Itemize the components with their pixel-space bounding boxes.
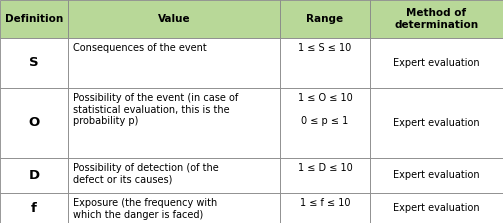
Bar	[280, 193, 370, 223]
Text: D: D	[29, 169, 40, 182]
Text: Value: Value	[157, 14, 190, 24]
Text: 1 ≤ D ≤ 10: 1 ≤ D ≤ 10	[298, 163, 353, 173]
Bar	[0, 88, 68, 158]
Bar	[68, 88, 280, 158]
Text: Range: Range	[306, 14, 344, 24]
Bar	[68, 0, 280, 38]
Bar	[0, 0, 68, 38]
Bar	[370, 158, 503, 193]
Bar	[0, 38, 68, 88]
Text: 1 ≤ f ≤ 10: 1 ≤ f ≤ 10	[300, 198, 350, 208]
Bar	[280, 0, 370, 38]
Bar	[370, 193, 503, 223]
Bar	[370, 38, 503, 88]
Text: Expert evaluation: Expert evaluation	[393, 171, 480, 180]
Text: Exposure (the frequency with
which the danger is faced): Exposure (the frequency with which the d…	[73, 198, 217, 220]
Bar	[0, 193, 68, 223]
Bar	[68, 38, 280, 88]
Text: Consequences of the event: Consequences of the event	[73, 43, 207, 53]
Text: Expert evaluation: Expert evaluation	[393, 118, 480, 128]
Text: Expert evaluation: Expert evaluation	[393, 203, 480, 213]
Text: Expert evaluation: Expert evaluation	[393, 58, 480, 68]
Bar	[68, 158, 280, 193]
Bar	[280, 158, 370, 193]
Bar	[280, 88, 370, 158]
Text: f: f	[31, 202, 37, 215]
Text: S: S	[29, 56, 39, 70]
Text: Method of
determination: Method of determination	[394, 8, 478, 30]
Text: Possibility of detection (of the
defect or its causes): Possibility of detection (of the defect …	[73, 163, 219, 185]
Bar	[370, 0, 503, 38]
Bar	[370, 88, 503, 158]
Text: 1 ≤ S ≤ 10: 1 ≤ S ≤ 10	[298, 43, 352, 53]
Text: O: O	[28, 116, 40, 130]
Text: Possibility of the event (in case of
statistical evaluation, this is the
probabi: Possibility of the event (in case of sta…	[73, 93, 238, 126]
Text: 1 ≤ O ≤ 10

0 ≤ p ≤ 1: 1 ≤ O ≤ 10 0 ≤ p ≤ 1	[298, 93, 353, 126]
Text: Definition: Definition	[5, 14, 63, 24]
Bar	[0, 158, 68, 193]
Bar	[68, 193, 280, 223]
Bar	[280, 38, 370, 88]
